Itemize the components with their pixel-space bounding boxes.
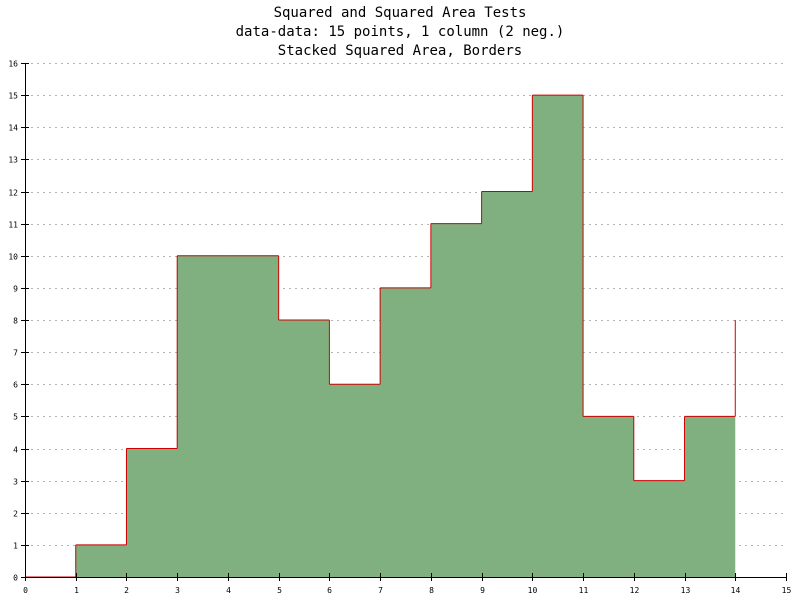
x-tick-label-10: 10 xyxy=(528,586,538,595)
x-tick-label-15: 15 xyxy=(782,586,792,595)
x-tick-label-6: 6 xyxy=(327,586,332,595)
y-tick-label-14: 14 xyxy=(8,124,18,133)
y-tick-label-9: 9 xyxy=(13,285,18,294)
y-tick-label-4: 4 xyxy=(13,446,18,455)
y-tick-label-16: 16 xyxy=(8,60,18,69)
area-layer xyxy=(25,94,736,578)
chart-subtitle-line-2: Stacked Squared Area, Borders xyxy=(277,43,523,59)
y-tick-label-1: 1 xyxy=(13,542,18,551)
x-tick-label-13: 13 xyxy=(681,586,691,595)
y-tick-label-0: 0 xyxy=(13,574,18,583)
y-tick-label-7: 7 xyxy=(13,349,18,358)
y-tick-label-3: 3 xyxy=(13,478,18,487)
y-tick-label-15: 15 xyxy=(8,92,18,101)
x-tick-label-0: 0 xyxy=(23,586,28,595)
x-tick-label-14: 14 xyxy=(731,586,741,595)
y-tick-label-8: 8 xyxy=(13,317,18,326)
y-tick-label-2: 2 xyxy=(13,510,18,519)
x-tick-label-12: 12 xyxy=(630,586,640,595)
x-tick-label-8: 8 xyxy=(429,586,434,595)
y-tick-label-10: 10 xyxy=(8,253,18,262)
y-tick-label-11: 11 xyxy=(8,221,18,230)
y-tick-label-6: 6 xyxy=(13,381,18,390)
y-tick-label-12: 12 xyxy=(8,189,18,198)
chart-subtitle-line-1: data-data: 15 points, 1 column (2 neg.) xyxy=(235,24,565,40)
x-tick-label-11: 11 xyxy=(579,586,589,595)
y-tick-label-13: 13 xyxy=(8,156,18,165)
x-tick-label-9: 9 xyxy=(480,586,485,595)
x-tick-label-1: 1 xyxy=(74,586,79,595)
x-tick-label-5: 5 xyxy=(277,586,282,595)
x-tick-label-7: 7 xyxy=(378,586,383,595)
x-tick-label-3: 3 xyxy=(175,586,180,595)
x-tick-label-4: 4 xyxy=(226,586,231,595)
y-tick-label-5: 5 xyxy=(13,413,18,422)
x-tick-label-2: 2 xyxy=(124,586,129,595)
chart-title: Squared and Squared Area Tests xyxy=(273,5,527,21)
chart-titles: Squared and Squared Area Tests data-data… xyxy=(0,4,800,61)
